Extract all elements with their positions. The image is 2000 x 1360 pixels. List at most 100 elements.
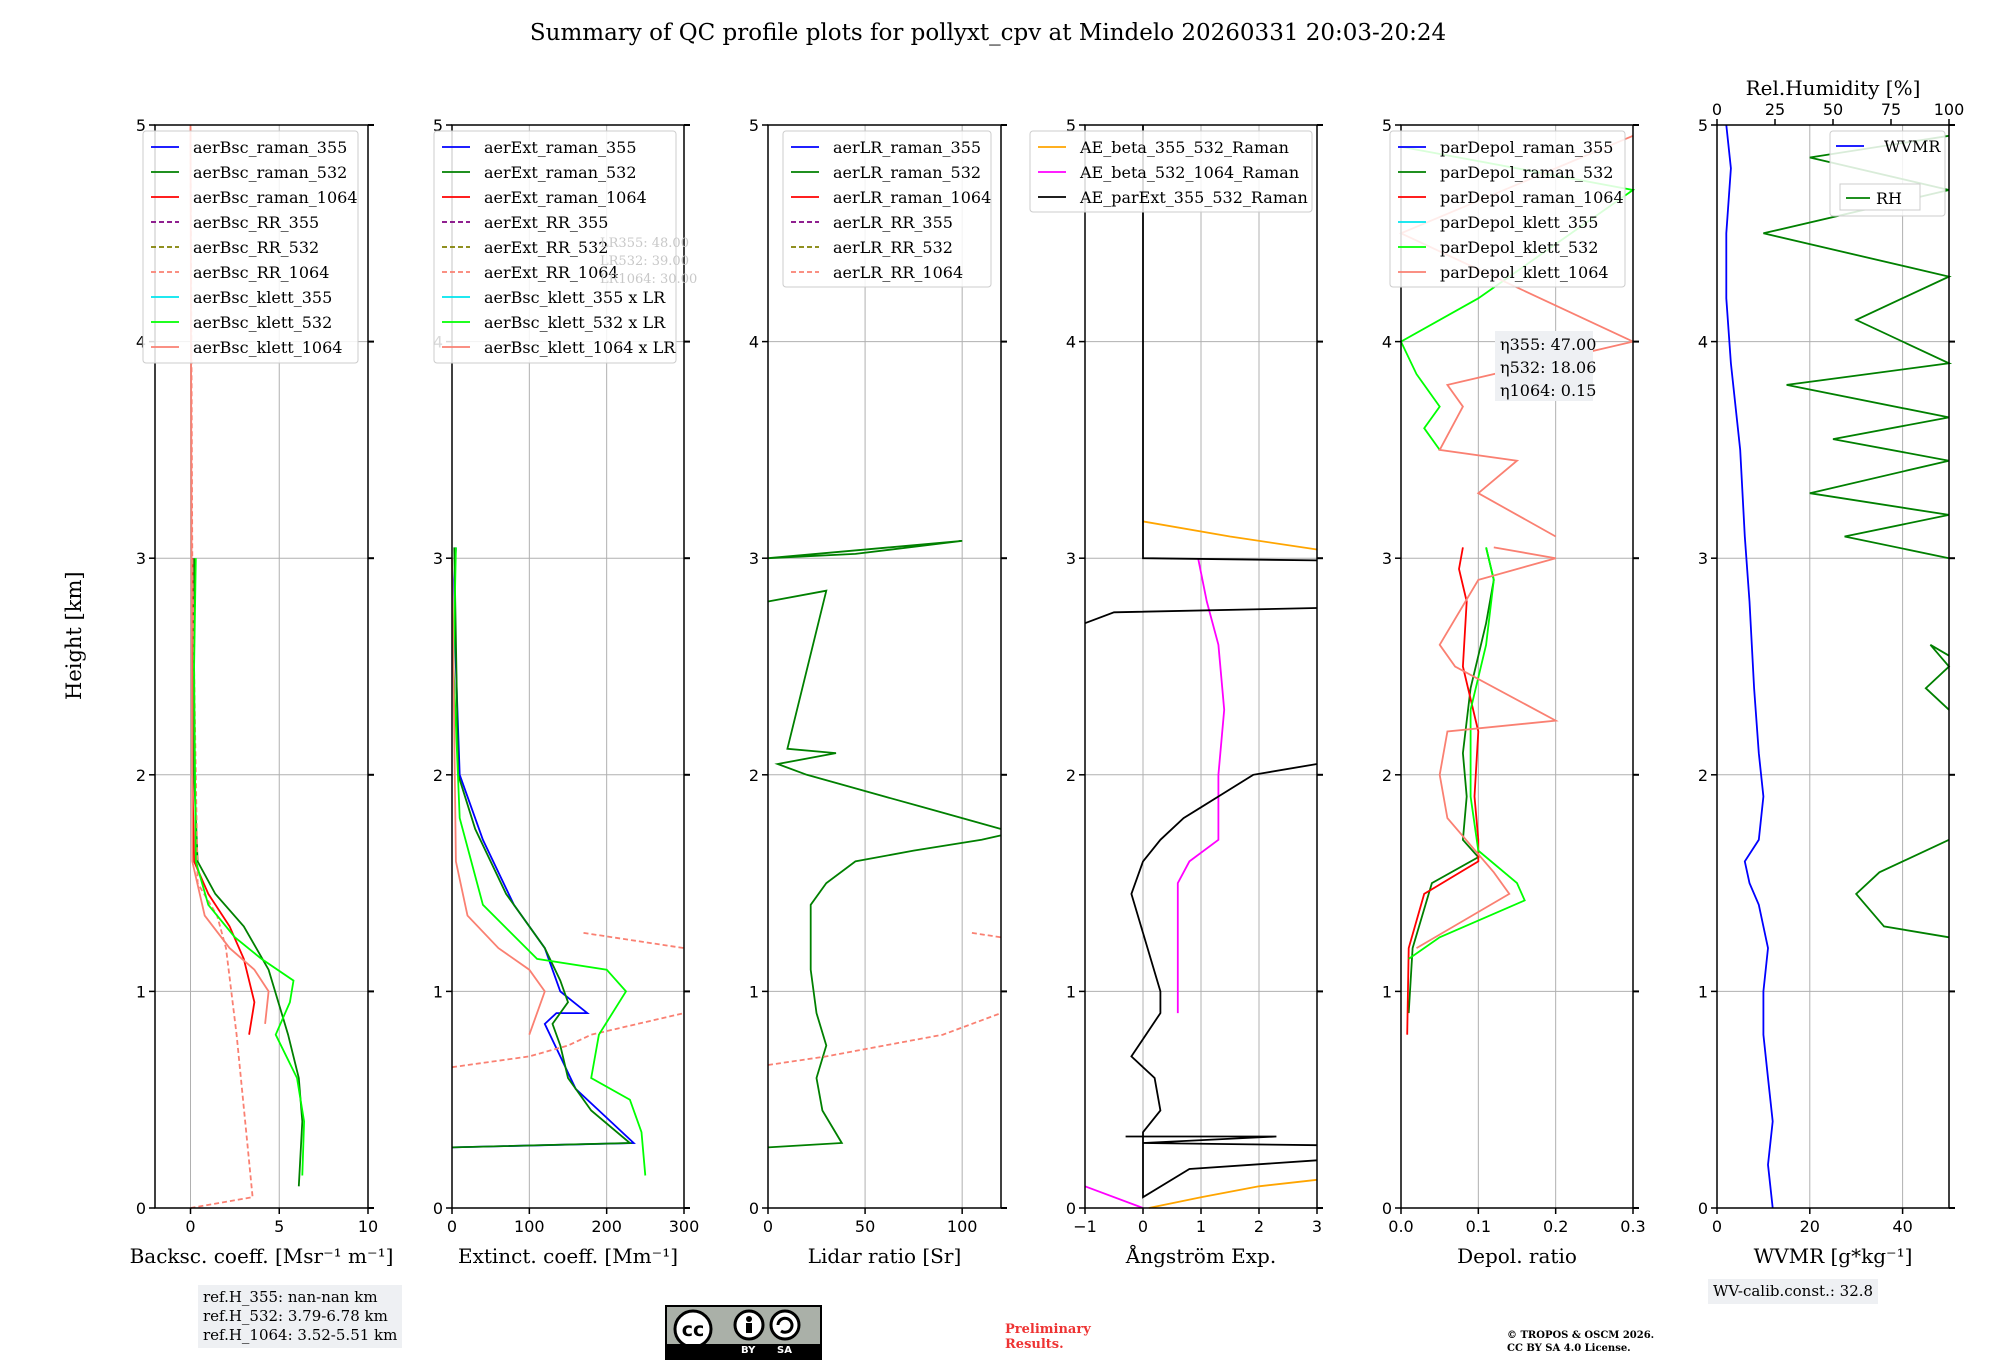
legend-label: aerExt_RR_532: [484, 238, 608, 257]
x2-tick-label: 75: [1881, 100, 1901, 119]
legend-label: aerBsc_RR_532: [193, 238, 319, 257]
legend-label: aerBsc_RR_355: [193, 213, 319, 232]
x-tick-label: 40: [1892, 1217, 1912, 1236]
legend-box: [433, 130, 677, 364]
legend-label: parDepol_klett_532: [1440, 238, 1598, 257]
ref-height-532: ref.H_532: 3.79-6.78 km: [203, 1307, 388, 1325]
annotation: η355: 47.00 η532: 18.06 η1064: 0.15: [1495, 331, 1596, 401]
y-tick-label: 2: [136, 766, 146, 785]
x-tick-label: 0: [185, 1217, 195, 1236]
series-line-aerLR_raman_532_b: [767, 589, 1002, 830]
chart-panel-1: 0 1 2 3 4 5 0 5 10 Backsc. coeff. [Msr⁻¹ m⁻¹] aerB…: [130, 116, 394, 1268]
series-line-AE_parExt_355_532_Raman_c: [1142, 125, 1318, 562]
legend-box: [1389, 130, 1626, 288]
copyright-line-1: © TROPOS & OSCM 2026.: [1507, 1330, 1655, 1341]
reference-height-box: ref.H_355: nan-nan km ref.H_532: 3.79-6.…: [198, 1285, 403, 1348]
cc-icon: [673, 1309, 713, 1345]
series-line-aerBsc_klett_532: [193, 558, 306, 1176]
series-line-aerLR_RR_1064_b: [971, 932, 1002, 939]
series-line-RH_b: [1924, 644, 1951, 711]
y-tick-label: 5: [136, 116, 146, 135]
axes-frame: [451, 124, 685, 1209]
ref-height-1064: ref.H_1064: 3.52-5.51 km: [203, 1326, 398, 1344]
series-line-aerExt_raman_532: [451, 547, 633, 1149]
y-tick-label: 0: [1382, 1199, 1392, 1218]
x-tick-label: 200: [591, 1217, 622, 1236]
legend-label: aerLR_RR_355: [833, 213, 953, 232]
x-tick-label: 0: [1138, 1217, 1148, 1236]
x2-tick-label: 50: [1823, 100, 1843, 119]
legend: aerBsc_raman_355 aerBsc_raman_532 aerBsc_r…: [142, 130, 359, 364]
legend: aerExt_raman_355 aerExt_raman_532 aerExt_r…: [433, 130, 677, 364]
legend-label: WVMR: [1884, 137, 1941, 156]
series-line-aerBsc_klett_1064: [189, 124, 270, 1024]
axes-frame: [1400, 124, 1634, 1209]
y-tick-label: 4: [1698, 333, 1708, 352]
share-alike-icon: [769, 1309, 801, 1341]
x-tick-label: 0: [447, 1217, 457, 1236]
y-tick-label: 0: [1698, 1199, 1708, 1218]
annotation-label: LR1064: 30.00: [600, 272, 697, 287]
series-line-WVMR: [1725, 124, 1774, 1209]
y-tick-label: 4: [1066, 333, 1076, 352]
legend-label: aerBsc_klett_532 x LR: [484, 313, 666, 332]
y-tick-label: 3: [749, 549, 759, 568]
y-tick-label: 1: [136, 982, 146, 1001]
y-tick-label: 0: [1066, 1199, 1076, 1218]
y-tick-label: 2: [1382, 766, 1392, 785]
y-tick-label: 1: [1698, 982, 1708, 1001]
series-line-AE_parExt_355_532_Raman_d: [1125, 1135, 1318, 1147]
series-line-AE_beta_355_532_Raman_b: [1142, 520, 1318, 551]
legend: WVMR RH: [1829, 130, 1946, 217]
series-line-parDepol_klett_532: [1408, 547, 1526, 960]
legend-label: aerBsc_klett_1064 x LR: [484, 338, 676, 357]
legend-box-rh: [1839, 183, 1921, 211]
legend-label: aerExt_raman_1064: [484, 188, 647, 207]
x-tick-label: 100: [514, 1217, 545, 1236]
x-tick-label: 0.1: [1466, 1217, 1491, 1236]
x-tick-label: 3: [1312, 1217, 1322, 1236]
y-tick-label: 5: [1066, 116, 1076, 135]
y-tick-label: 5: [749, 116, 759, 135]
legend-label: aerBsc_klett_355 x LR: [484, 288, 666, 307]
legend-label: parDepol_raman_1064: [1440, 188, 1624, 207]
legend-label: aerLR_raman_1064: [833, 188, 991, 207]
series-line-aerExt_RR_1064: [451, 1012, 685, 1069]
y-tick-label: 0: [136, 1199, 146, 1218]
y-tick-label: 3: [1698, 549, 1708, 568]
series-line-AE_beta_532_1064_Raman_b: [1176, 558, 1226, 1014]
legend-box: [1029, 130, 1313, 213]
legend-box: [782, 130, 992, 288]
legend-label: parDepol_klett_1064: [1440, 263, 1609, 282]
legend-label: aerBsc_raman_532: [193, 163, 347, 182]
legend-label: AE_beta_355_532_Raman: [1079, 138, 1289, 157]
legend-label: parDepol_raman_355: [1440, 138, 1613, 157]
preliminary-note: Preliminary Results.: [1005, 1322, 1091, 1352]
license-by-label: BY: [741, 1345, 756, 1356]
x-tick-label: 100: [947, 1217, 978, 1236]
legend-box: [142, 130, 359, 364]
series-line-AE_parExt_355_532_Raman: [1130, 763, 1318, 1199]
series-line-aerExt_RR_1064_b: [583, 932, 685, 949]
series-line-RH: [1854, 838, 1950, 939]
axes-frame: [767, 124, 1002, 1209]
series-line-parDepol_raman_532: [1407, 547, 1495, 1014]
y-tick-label: 4: [749, 333, 759, 352]
series-line-aerBsc_raman_532: [193, 558, 304, 1187]
annotation: LR355: 48.00 LR532: 39.00 LR1064: 30.00: [600, 236, 697, 287]
annotation-box: [1495, 331, 1593, 401]
legend-label: aerLR_RR_1064: [833, 263, 963, 282]
svg-text:cc: cc: [682, 1319, 705, 1341]
x-tick-label: 50: [855, 1217, 875, 1236]
x-tick-label: 1: [1196, 1217, 1206, 1236]
legend-label: aerLR_raman_355: [833, 138, 981, 157]
x-tick-label: 2: [1254, 1217, 1264, 1236]
license-sa-label: SA: [777, 1345, 792, 1356]
x-tick-label: 0: [1712, 1217, 1722, 1236]
x-tick-label: 5: [274, 1217, 284, 1236]
x-tick-label: 0.3: [1620, 1217, 1645, 1236]
legend-label: parDepol_raman_532: [1440, 163, 1613, 182]
x-axis-label: Lidar ratio [Sr]: [808, 1244, 962, 1268]
y-tick-label: 0: [749, 1199, 759, 1218]
